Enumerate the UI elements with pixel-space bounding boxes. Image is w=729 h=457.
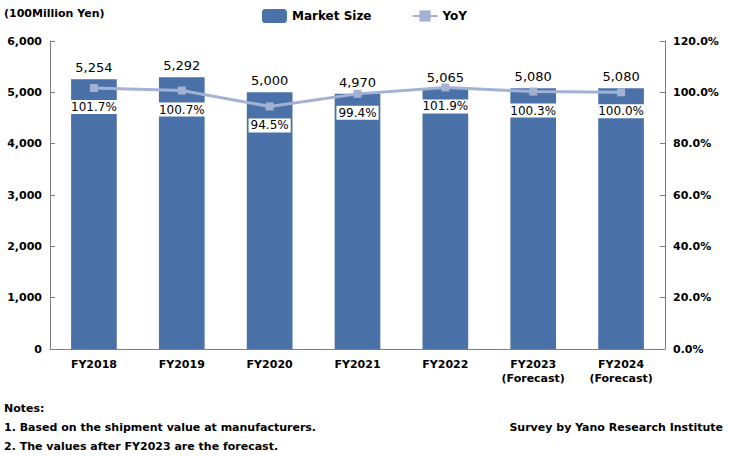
svg-text:FY2023: FY2023	[510, 358, 556, 371]
svg-text:20.0%: 20.0%	[673, 291, 711, 304]
svg-text:FY2024: FY2024	[598, 358, 644, 371]
svg-text:1. Based on the shipment value: 1. Based on the shipment value at manufa…	[4, 421, 316, 434]
svg-text:2,000: 2,000	[7, 240, 42, 253]
svg-text:YoY: YoY	[442, 9, 468, 23]
svg-text:FY2018: FY2018	[71, 358, 117, 371]
svg-text:5,254: 5,254	[75, 60, 112, 75]
svg-text:5,080: 5,080	[515, 69, 552, 84]
svg-text:94.5%: 94.5%	[251, 118, 289, 132]
svg-text:(Forecast): (Forecast)	[589, 372, 652, 385]
svg-text:FY2021: FY2021	[334, 358, 380, 371]
svg-text:40.0%: 40.0%	[673, 240, 711, 253]
svg-text:6,000: 6,000	[7, 35, 42, 48]
svg-text:99.4%: 99.4%	[338, 106, 376, 120]
svg-text:5,292: 5,292	[163, 58, 200, 73]
svg-text:Market Size: Market Size	[292, 9, 372, 23]
svg-text:120.0%: 120.0%	[673, 35, 719, 48]
svg-text:FY2020: FY2020	[247, 358, 293, 371]
svg-text:5,065: 5,065	[427, 70, 464, 85]
svg-text:100.7%: 100.7%	[159, 103, 205, 117]
svg-text:100.0%: 100.0%	[673, 86, 719, 99]
svg-text:Survey by Yano Research Instit: Survey by Yano Research Institute	[509, 421, 723, 434]
svg-text:100.0%: 100.0%	[598, 104, 644, 118]
svg-text:80.0%: 80.0%	[673, 137, 711, 150]
svg-text:60.0%: 60.0%	[673, 189, 711, 202]
svg-text:3,000: 3,000	[7, 189, 42, 202]
svg-text:100.3%: 100.3%	[510, 104, 556, 118]
svg-text:0: 0	[34, 343, 42, 356]
svg-text:FY2022: FY2022	[422, 358, 468, 371]
svg-text:5,000: 5,000	[7, 86, 42, 99]
svg-text:Notes:: Notes:	[4, 402, 44, 415]
svg-text:5,000: 5,000	[251, 73, 288, 88]
svg-text:0.0%: 0.0%	[673, 343, 704, 356]
svg-text:(Forecast): (Forecast)	[502, 372, 565, 385]
svg-text:(100Million Yen): (100Million Yen)	[4, 7, 105, 20]
svg-text:4,000: 4,000	[7, 137, 42, 150]
svg-text:101.7%: 101.7%	[71, 100, 117, 114]
svg-text:2. The values after FY2023 are: 2. The values after FY2023 are the forec…	[4, 440, 278, 453]
svg-text:101.9%: 101.9%	[422, 99, 468, 113]
svg-text:5,080: 5,080	[602, 69, 639, 84]
svg-text:1,000: 1,000	[7, 291, 42, 304]
svg-text:FY2019: FY2019	[159, 358, 205, 371]
svg-text:4,970: 4,970	[339, 75, 376, 90]
